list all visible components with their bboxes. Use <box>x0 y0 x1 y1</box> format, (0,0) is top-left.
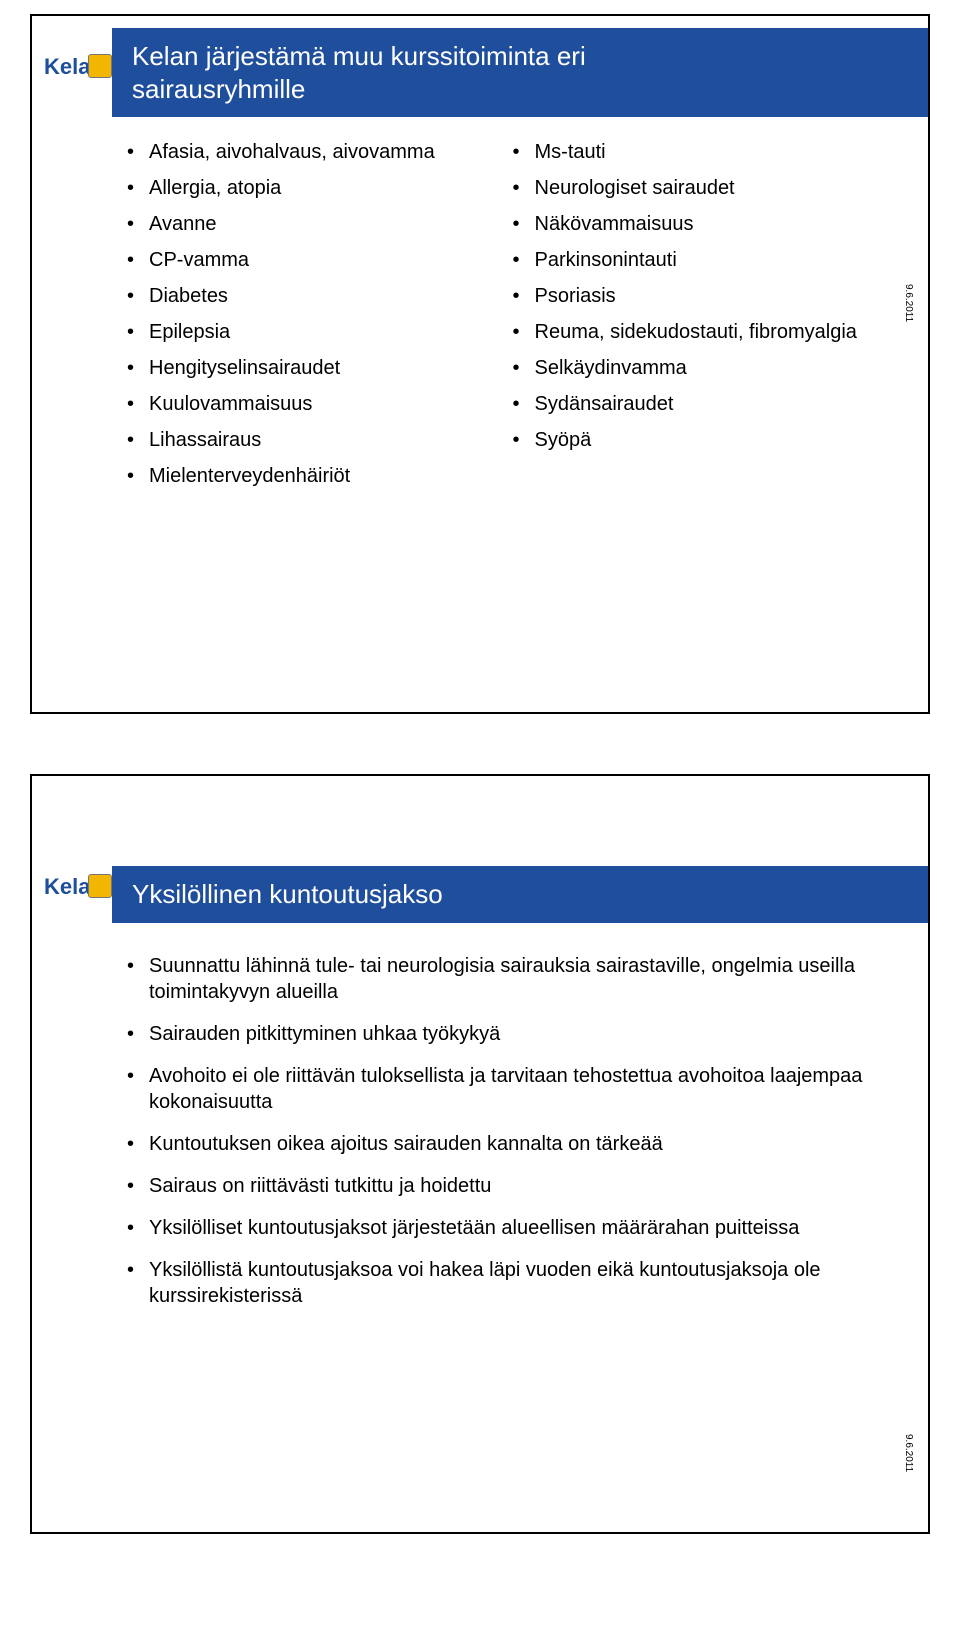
title-line-2: sairausryhmille <box>132 74 305 104</box>
list-item: Kuulovammaisuus <box>127 391 513 417</box>
left-list: Afasia, aivohalvaus, aivovamma Allergia,… <box>127 139 513 489</box>
list-item: Neurologiset sairaudet <box>513 175 899 201</box>
list-item: Diabetes <box>127 283 513 309</box>
list-item: Ms-tauti <box>513 139 899 165</box>
list-item: Allergia, atopia <box>127 175 513 201</box>
list-item: Lihassairaus <box>127 427 513 453</box>
slide-2: Kela Yksilöllinen kuntoutusjakso Suunnat… <box>30 774 930 1534</box>
list-item: Suunnattu lähinnä tule- tai neurologisia… <box>127 953 878 1005</box>
logo-icon <box>88 874 112 898</box>
list-item: Mielenterveydenhäiriöt <box>127 463 513 489</box>
title-line-1: Kelan järjestämä muu kurssitoiminta eri <box>132 41 586 71</box>
slide-1-title: Kelan järjestämä muu kurssitoiminta eri … <box>112 28 928 117</box>
list-item: Sairauden pitkittyminen uhkaa työkykyä <box>127 1021 878 1047</box>
title-text: Yksilöllinen kuntoutusjakso <box>132 879 443 909</box>
slide-2-title: Yksilöllinen kuntoutusjakso <box>112 866 928 923</box>
logo-text: Kela <box>44 874 90 900</box>
list-item: Sydänsairaudet <box>513 391 899 417</box>
slide-1-date: 9.6.2011 <box>903 284 914 322</box>
slide-1-content: Afasia, aivohalvaus, aivovamma Allergia,… <box>32 117 928 619</box>
list-item: Avohoito ei ole riittävän tuloksellista … <box>127 1063 878 1115</box>
slide-1: Kela Kelan järjestämä muu kurssitoiminta… <box>30 14 930 714</box>
slide-2-date: 9.6.2011 <box>903 1434 914 1472</box>
list-item: Näkövammaisuus <box>513 211 899 237</box>
list-item: CP-vamma <box>127 247 513 273</box>
list-item: Avanne <box>127 211 513 237</box>
list-item: Parkinsonintauti <box>513 247 899 273</box>
right-list: Ms-tauti Neurologiset sairaudet Näkövamm… <box>513 139 899 453</box>
logo-icon <box>88 54 112 78</box>
list-item: Epilepsia <box>127 319 513 345</box>
left-column: Afasia, aivohalvaus, aivovamma Allergia,… <box>127 139 513 499</box>
list-item: Afasia, aivohalvaus, aivovamma <box>127 139 513 165</box>
slide-2-content: Suunnattu lähinnä tule- tai neurologisia… <box>32 923 928 1365</box>
logo-text: Kela <box>44 54 90 80</box>
list-item: Yksilöllistä kuntoutusjaksoa voi hakea l… <box>127 1257 878 1309</box>
kela-logo: Kela <box>44 54 114 90</box>
slide-2-list: Suunnattu lähinnä tule- tai neurologisia… <box>127 953 878 1309</box>
list-item: Psoriasis <box>513 283 899 309</box>
list-item: Yksilölliset kuntoutusjaksot järjestetää… <box>127 1215 878 1241</box>
list-item: Syöpä <box>513 427 899 453</box>
list-item: Sairaus on riittävästi tutkittu ja hoide… <box>127 1173 878 1199</box>
list-item: Reuma, sidekudostauti, fibromyalgia <box>513 319 899 345</box>
list-item: Selkäydinvamma <box>513 355 899 381</box>
list-item: Hengityselinsairaudet <box>127 355 513 381</box>
kela-logo: Kela <box>44 874 114 910</box>
list-item: Kuntoutuksen oikea ajoitus sairauden kan… <box>127 1131 878 1157</box>
right-column: Ms-tauti Neurologiset sairaudet Näkövamm… <box>513 139 899 499</box>
